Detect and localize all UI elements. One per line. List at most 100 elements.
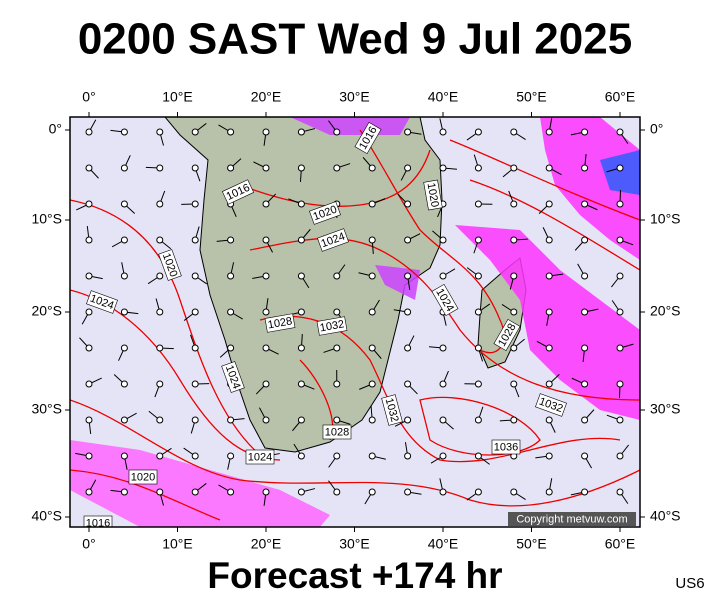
isobar-label-box [431, 283, 459, 317]
station [333, 488, 341, 496]
station [439, 488, 447, 496]
station [120, 164, 128, 172]
station [191, 344, 199, 352]
longitude-label: 30°E [339, 89, 370, 105]
isobar-label-box [317, 228, 349, 252]
isobar-label: 1028 [325, 426, 349, 438]
latitude-label: 40°S [31, 508, 62, 524]
station [333, 308, 341, 316]
station [120, 344, 128, 352]
station [120, 488, 128, 496]
longitude-label: 50°E [516, 89, 547, 105]
station [616, 452, 624, 460]
latitude-label: 20°S [31, 303, 62, 319]
station [404, 308, 412, 316]
station [191, 272, 199, 280]
station [368, 380, 376, 388]
station [156, 344, 164, 352]
isobar-label: 1016 [86, 517, 110, 529]
isobar-label-group: 1036 [491, 439, 521, 455]
station [581, 272, 589, 280]
isobar-label-group: 1016 [83, 515, 113, 529]
isobar-label-group: 1028 [264, 313, 296, 333]
station [616, 236, 624, 244]
station [227, 308, 235, 316]
longitude-label: 10°E [162, 536, 193, 552]
station [581, 416, 589, 424]
station [333, 344, 341, 352]
station [510, 128, 518, 136]
isobar-label-box [83, 515, 113, 527]
isobar-label-box [322, 424, 352, 440]
station [510, 308, 518, 316]
station [581, 488, 589, 496]
station [616, 128, 624, 136]
longitude-label: 40°E [428, 89, 459, 105]
latitude-label: 30°S [650, 401, 681, 417]
station [581, 452, 589, 460]
station [439, 344, 447, 352]
model-code: US6 [675, 575, 704, 592]
isobar-line [419, 396, 541, 456]
isobar-label: 1020 [425, 182, 441, 208]
isobar-label: 1036 [494, 441, 518, 453]
station [439, 272, 447, 280]
isobar-label-box [309, 201, 341, 225]
station [156, 452, 164, 460]
station [262, 344, 270, 352]
station [191, 380, 199, 388]
station [368, 344, 376, 352]
station [262, 272, 270, 280]
station [368, 272, 376, 280]
station [616, 344, 624, 352]
station [120, 236, 128, 244]
station [581, 200, 589, 208]
station [368, 416, 376, 424]
station [510, 200, 518, 208]
copyright: Copyright metvuw.com [516, 513, 627, 525]
station [297, 128, 305, 136]
station [297, 380, 305, 388]
station [474, 380, 482, 388]
isobar-label-group: 1020 [423, 179, 443, 211]
station [510, 380, 518, 388]
station [368, 308, 376, 316]
station [404, 344, 412, 352]
station [85, 344, 93, 352]
station [120, 272, 128, 280]
station [156, 200, 164, 208]
station [85, 272, 93, 280]
station [85, 380, 93, 388]
isobar-label-box [158, 249, 182, 281]
longitude-label: 20°E [251, 89, 282, 105]
station [227, 488, 235, 496]
longitude-label: 60°E [605, 536, 636, 552]
graticule-labels: 0° 0° 10°E 10°E 20°E 20°E 30°E 30°E 40°E 40°E 50°E… [31, 89, 680, 552]
station [191, 308, 199, 316]
station [85, 128, 93, 136]
isobar-line [70, 399, 640, 507]
station [156, 128, 164, 136]
station [297, 488, 305, 496]
station [581, 128, 589, 136]
isobar-line [70, 469, 221, 521]
station [120, 416, 128, 424]
longitude-label: 40°E [428, 536, 459, 552]
station [227, 164, 235, 172]
latitude-label: 0° [49, 121, 62, 137]
isobar-label-group: 1032 [381, 394, 403, 426]
isobar-label-box [264, 313, 296, 333]
station [297, 308, 305, 316]
longitude-label: 30°E [339, 536, 370, 552]
isobar-label-box [86, 290, 118, 314]
forecast-label: Forecast +174 hr [207, 555, 502, 596]
station [510, 272, 518, 280]
station [616, 416, 624, 424]
isobar-label-box [381, 394, 403, 426]
station [262, 488, 270, 496]
station [227, 452, 235, 460]
station [85, 164, 93, 172]
station [545, 380, 553, 388]
